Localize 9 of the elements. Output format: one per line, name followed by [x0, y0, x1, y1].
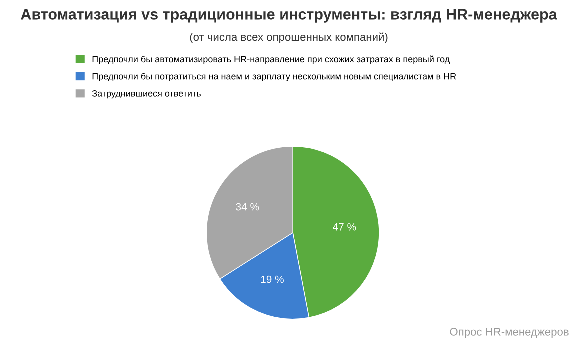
data-label: 34 %: [236, 203, 260, 211]
data-label: 47 %: [333, 223, 356, 231]
legend-label: Затруднившиеся ответить: [92, 90, 201, 99]
chart-title: Автоматизация vs традиционные инструменты: взгляд HR-менеджера: [21, 9, 558, 23]
legend-label: Предпочли бы автоматизировать HR-направление при схожих затратах в первый год: [92, 56, 450, 64]
text: Опрос HR-менеджеров: [450, 328, 569, 338]
legend-label: Предпочли бы потратиться на наем и зарплату нескольким новым специалистам в HR: [92, 73, 456, 82]
chart-subtitle: (от числа всех опрошенных компаний): [190, 32, 388, 44]
data-label: 19 %: [261, 276, 284, 284]
